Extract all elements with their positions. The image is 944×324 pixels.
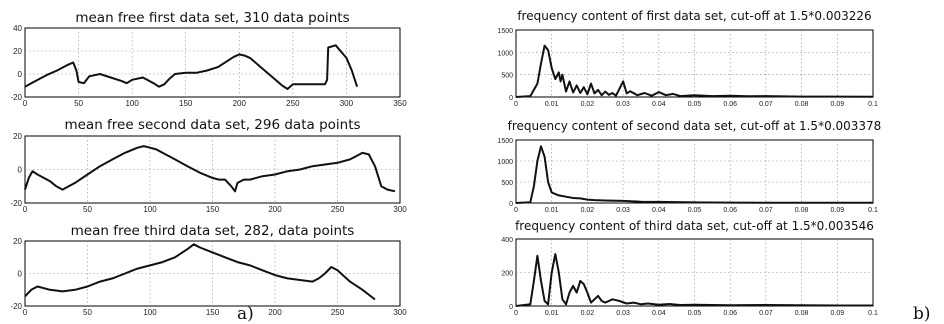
x-tick-label: 100 [143, 308, 157, 317]
chart-title: frequency content of first data set, cut… [517, 9, 871, 23]
y-tick-label: 0 [509, 95, 513, 102]
x-tick-label: 0 [514, 207, 518, 214]
chart-title: frequency content of third data set, cut… [515, 219, 874, 233]
x-tick-label: 350 [393, 99, 407, 108]
y-tick-label: 1500 [497, 28, 513, 35]
x-tick-label: 0.1 [868, 207, 878, 214]
y-tick-label: -20 [10, 302, 22, 311]
x-tick-label: 0.01 [545, 207, 559, 214]
y-tick-label: 500 [501, 73, 513, 80]
x-tick-label: 50 [83, 308, 92, 317]
y-tick-label: 20 [13, 237, 22, 246]
x-tick-label: 0.06 [723, 207, 737, 214]
x-tick-label: 0.07 [759, 101, 773, 108]
x-tick-label: 0.04 [652, 207, 666, 214]
x-tick-label: 250 [331, 205, 345, 214]
x-tick-label: 0.1 [868, 310, 878, 317]
chart-a1: mean free first data set, 310 data point… [10, 10, 407, 108]
y-tick-label: 200 [501, 271, 513, 278]
x-tick-label: 0.05 [688, 207, 702, 214]
x-tick-label: 100 [125, 99, 139, 108]
x-tick-label: 0.07 [759, 310, 773, 317]
x-tick-label: 200 [268, 308, 282, 317]
x-tick-label: 0.01 [545, 310, 559, 317]
x-tick-label: 250 [331, 308, 345, 317]
x-tick-label: 200 [233, 99, 247, 108]
y-tick-label: 400 [501, 237, 513, 244]
chart-title: frequency content of second data set, cu… [508, 119, 882, 133]
x-tick-label: 0.06 [723, 310, 737, 317]
y-tick-label: 20 [13, 132, 22, 141]
y-tick-label: 1000 [497, 50, 513, 57]
chart-title: mean free second data set, 296 data poin… [64, 117, 360, 133]
x-tick-label: 300 [393, 308, 407, 317]
x-tick-label: 0.03 [616, 310, 630, 317]
x-tick-label: 0.08 [795, 101, 809, 108]
series-line [515, 253, 873, 307]
x-tick-label: 0.1 [868, 101, 878, 108]
x-tick-label: 300 [393, 205, 407, 214]
x-tick-label: 0.03 [616, 207, 630, 214]
x-tick-label: 0 [23, 99, 28, 108]
chart-b2: frequency content of second data set, cu… [497, 119, 881, 214]
x-tick-label: 0 [514, 310, 518, 317]
x-tick-label: 0 [23, 205, 28, 214]
y-tick-label: 0 [18, 70, 23, 79]
chart-b3: frequency content of third data set, cut… [501, 219, 878, 317]
y-tick-label: -20 [10, 93, 22, 102]
series-line [515, 44, 874, 98]
series-line [515, 145, 873, 204]
x-tick-label: 100 [143, 205, 157, 214]
y-tick-label: 40 [13, 24, 22, 33]
x-tick-label: 300 [340, 99, 354, 108]
x-tick-label: 0.07 [759, 207, 773, 214]
x-tick-label: 50 [83, 205, 92, 214]
y-tick-label: 1000 [497, 159, 513, 166]
x-tick-label: 0.09 [830, 207, 844, 214]
x-tick-label: 0.08 [795, 207, 809, 214]
y-tick-label: 0 [18, 166, 23, 175]
x-tick-label: 0.02 [581, 101, 595, 108]
chart-a2: mean free second data set, 296 data poin… [10, 117, 407, 214]
x-tick-label: 0.08 [795, 310, 809, 317]
x-tick-label: 0.09 [830, 101, 844, 108]
y-tick-label: 1500 [497, 138, 513, 145]
x-tick-label: 150 [206, 205, 220, 214]
x-tick-label: 250 [286, 99, 300, 108]
x-tick-label: 0.04 [652, 101, 666, 108]
x-tick-label: 150 [179, 99, 193, 108]
x-tick-label: 0.04 [652, 310, 666, 317]
chart-a3: mean free third data set, 282, data poin… [10, 223, 407, 317]
x-tick-label: 0 [514, 101, 518, 108]
plot-area [24, 27, 401, 98]
x-tick-label: 150 [206, 308, 220, 317]
x-tick-label: 0.03 [616, 101, 630, 108]
series-line [24, 44, 359, 90]
x-tick-label: 0 [23, 308, 28, 317]
series-line [24, 243, 376, 301]
x-tick-label: 0.09 [830, 310, 844, 317]
x-tick-label: 0.02 [581, 207, 595, 214]
panel-label-b: b) [913, 304, 931, 324]
y-tick-label: 0 [509, 304, 513, 311]
chart-title: mean free third data set, 282, data poin… [71, 223, 355, 239]
x-tick-label: 50 [74, 99, 83, 108]
y-tick-label: 20 [13, 47, 22, 56]
y-tick-label: 0 [18, 270, 23, 279]
x-tick-label: 0.05 [688, 310, 702, 317]
series-line [24, 145, 396, 193]
chart-b1: frequency content of first data set, cut… [497, 9, 878, 108]
x-tick-label: 0.05 [688, 101, 702, 108]
x-tick-label: 0.02 [581, 310, 595, 317]
chart-title: mean free first data set, 310 data point… [75, 10, 349, 26]
x-tick-label: 200 [268, 205, 282, 214]
x-tick-label: 0.06 [723, 101, 737, 108]
panel-label-a: a) [237, 304, 254, 324]
x-tick-label: 0.01 [545, 101, 559, 108]
y-tick-label: 500 [501, 180, 513, 187]
y-tick-label: 0 [509, 201, 513, 208]
y-tick-label: -20 [10, 199, 22, 208]
